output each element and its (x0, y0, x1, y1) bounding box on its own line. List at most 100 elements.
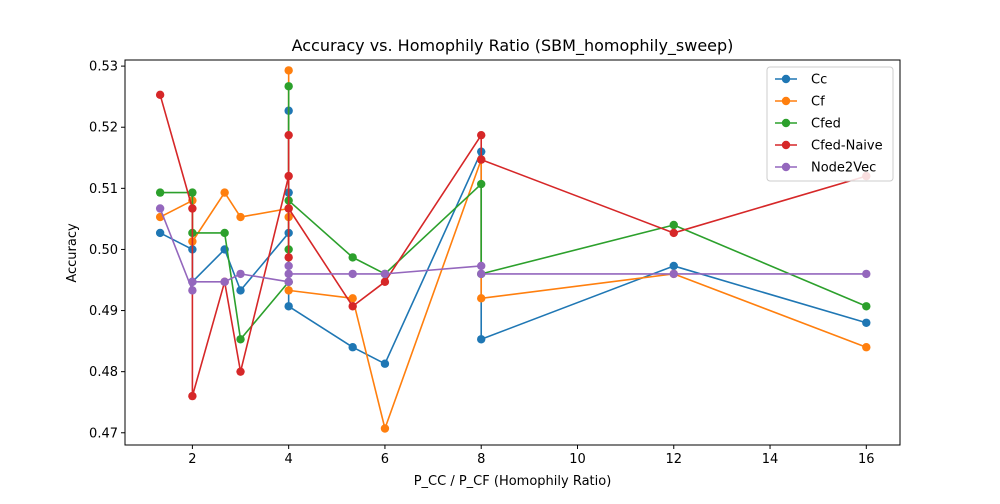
data-point-cf (477, 294, 486, 303)
data-point-cfed-naive (477, 155, 486, 164)
y-tick-label: 0.52 (89, 121, 118, 136)
legend-swatch-marker (781, 140, 791, 150)
series-cc (155, 106, 871, 368)
y-tick-label: 0.50 (89, 243, 118, 258)
data-point-cc (380, 359, 390, 368)
data-point-cf (380, 424, 390, 433)
data-point-cfed-naive (188, 204, 197, 213)
data-point-cfed (862, 302, 871, 311)
x-axis-label: P_CC / P_CF (Homophily Ratio) (414, 474, 612, 489)
data-point-node2vec (380, 269, 390, 279)
data-point-cc (862, 318, 871, 327)
data-point-cfed (236, 335, 245, 344)
y-tick-label: 0.48 (89, 365, 118, 380)
legend-swatch-marker (781, 118, 791, 128)
data-point-cfed-naive (284, 171, 293, 181)
data-point-cc (348, 343, 357, 352)
data-point-node2vec (348, 269, 357, 279)
data-point-cc (155, 228, 165, 238)
data-point-cfed-naive (477, 130, 486, 140)
data-point-cfed (188, 188, 197, 197)
data-point-cc (284, 302, 293, 311)
data-point-cf (862, 343, 871, 352)
x-tick-label: 12 (665, 452, 682, 467)
series-line-cf (159, 69, 867, 430)
x-tick-label: 2 (188, 452, 196, 467)
data-point-cf (284, 66, 293, 75)
legend-item-cfed-naive: Cfed-Naive (775, 139, 883, 154)
legend-label: Node2Vec (811, 161, 876, 176)
data-point-node2vec (155, 204, 165, 213)
data-point-cfed (669, 220, 678, 230)
data-point-cfed (477, 179, 486, 189)
plot-area-frame (124, 59, 901, 446)
data-point-cfed-naive (188, 391, 197, 401)
data-point-cfed-naive (155, 90, 165, 100)
data-point-cfed-naive (284, 130, 293, 140)
data-point-node2vec (236, 269, 245, 279)
data-point-cc (236, 286, 245, 295)
legend-swatch-marker (781, 74, 791, 84)
legend: Cc Cf Cfed Cfed-Naive Node2Vec (766, 66, 894, 182)
data-point-cfed-naive (348, 302, 357, 311)
x-axis-ticks: 2 4 6 8 10 12 14 16 (188, 445, 875, 467)
x-tick-label: 14 (762, 452, 779, 467)
data-point-node2vec (862, 269, 871, 279)
legend-frame (766, 66, 894, 182)
x-tick-label: 4 (285, 452, 293, 467)
data-point-cfed-naive (284, 204, 293, 213)
legend-label: Cfed-Naive (811, 139, 883, 154)
y-axis-label: Accuracy (65, 223, 80, 283)
data-point-cfed (284, 82, 293, 91)
data-point-cc (669, 261, 678, 271)
data-point-cfed-naive (380, 277, 390, 287)
data-point-node2vec (284, 277, 293, 287)
y-axis-ticks: 0.47 0.48 0.49 0.50 0.51 0.52 0.53 (89, 60, 125, 441)
x-tick-label: 6 (381, 452, 389, 467)
data-point-cf (348, 294, 357, 303)
x-tick-label: 16 (858, 452, 875, 467)
x-tick-label: 8 (477, 452, 485, 467)
legend-label: Cfed (811, 117, 841, 132)
series-node2vec (155, 204, 871, 295)
series-line-node2vec (159, 208, 867, 292)
data-point-cc (477, 335, 486, 344)
legend-swatch-marker (781, 96, 791, 106)
legend-item-cf: Cf (775, 95, 825, 110)
y-tick-label: 0.49 (89, 304, 118, 319)
data-point-node2vec (669, 269, 678, 279)
data-point-cfed (348, 253, 357, 262)
series-line-cfed-naive (159, 94, 867, 397)
data-point-cfed-naive (284, 253, 293, 262)
series-line-cc (159, 109, 867, 365)
legend-swatch-marker (781, 162, 791, 172)
legend-item-cfed: Cfed (775, 117, 841, 132)
series-cf (155, 66, 871, 433)
data-point-cf (284, 286, 293, 295)
legend-label: Cc (811, 73, 827, 88)
data-point-node2vec (477, 261, 486, 271)
data-point-node2vec (220, 277, 229, 287)
data-point-cf (236, 212, 245, 222)
data-point-cfed-naive (669, 228, 678, 238)
legend-item-node2vec: Node2Vec (775, 161, 876, 176)
series-cfed-naive (155, 90, 871, 401)
data-point-cfed (155, 188, 165, 197)
x-tick-label: 10 (569, 452, 586, 467)
data-point-node2vec (284, 269, 293, 279)
data-point-node2vec (284, 261, 293, 271)
y-tick-label: 0.53 (89, 60, 118, 75)
data-point-node2vec (477, 269, 486, 279)
series-layer (155, 66, 871, 433)
data-point-cfed (220, 228, 229, 238)
chart-title: Accuracy vs. Homophily Ratio (SBM_homoph… (292, 36, 734, 56)
data-point-node2vec (188, 286, 197, 295)
y-tick-label: 0.47 (89, 426, 118, 441)
data-point-cfed-naive (236, 367, 245, 376)
legend-label: Cf (811, 95, 825, 110)
data-point-node2vec (188, 277, 197, 287)
y-tick-label: 0.51 (89, 182, 118, 197)
data-point-cf (220, 188, 229, 197)
